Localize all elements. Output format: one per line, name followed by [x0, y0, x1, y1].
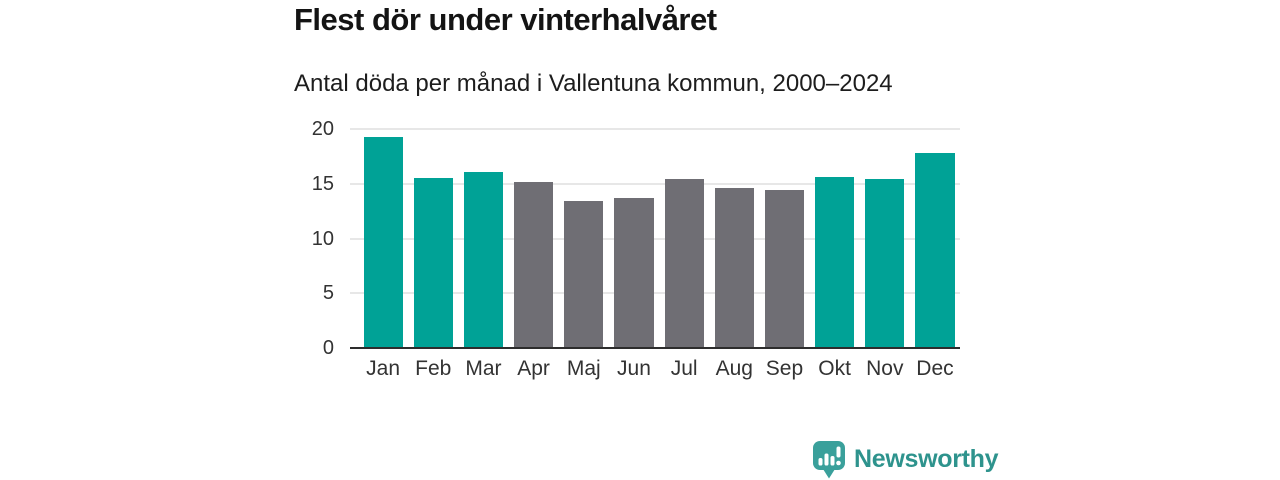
plot-area — [350, 128, 960, 349]
brand-logo: Newsworthy — [812, 440, 999, 479]
chart-subtitle: Antal döda per månad i Vallentuna kommun… — [294, 70, 893, 97]
bar-slot-nov — [860, 129, 910, 348]
bar-okt — [815, 177, 855, 348]
x-tick-label-mar: Mar — [465, 357, 502, 380]
bar-jun — [614, 198, 654, 348]
bar-apr — [514, 181, 554, 348]
bar-slot-aug — [709, 129, 759, 348]
bar-slot-apr — [509, 129, 559, 348]
x-tick-label-jul: Jul — [670, 357, 698, 380]
x-tick-label-aug: Aug — [715, 357, 753, 380]
brand-name: Newsworthy — [854, 445, 999, 473]
bar-slot-jun — [609, 129, 659, 348]
gridline-5 — [350, 292, 960, 295]
bar-dec — [915, 153, 955, 348]
bars — [358, 129, 960, 348]
bar-slot-feb — [408, 129, 458, 348]
x-tick-label-maj: Maj — [566, 357, 601, 380]
bar-slot-okt — [810, 129, 860, 348]
y-tick-label-5: 5 — [322, 282, 334, 305]
x-axis-line — [350, 347, 960, 349]
bar-slot-sep — [759, 129, 809, 348]
gridline-10 — [350, 237, 960, 240]
x-axis-labels: Jan Feb Mar Apr Maj Jun Jul Aug Sep Okt Nov Dec — [358, 357, 960, 381]
x-tick-label-nov: Nov — [866, 357, 904, 380]
bar-nov — [865, 179, 905, 348]
bar-slot-maj — [559, 129, 609, 348]
bar-feb — [413, 178, 453, 348]
y-tick-label-0: 0 — [322, 337, 334, 359]
x-tick-label-jun: Jun — [617, 357, 651, 380]
x-tick-label-feb: Feb — [415, 357, 452, 380]
bar-slot-mar — [458, 129, 508, 348]
y-tick-label-10: 10 — [311, 227, 334, 250]
newsworthy-speech-bubble-bar-chart-icon — [813, 441, 845, 479]
y-tick-label-20: 20 — [311, 118, 334, 140]
x-tick-label-dec: Dec — [916, 357, 954, 380]
bar-slot-dec — [910, 129, 960, 348]
bar-mar — [463, 171, 503, 348]
gridline-15 — [350, 182, 960, 185]
x-tick-label-jan: Jan — [366, 357, 401, 380]
chart-title: Flest dör under vinterhalvåret — [294, 2, 717, 37]
gridline-20 — [350, 128, 960, 130]
bar-jul — [664, 179, 704, 348]
bar-maj — [564, 201, 604, 348]
x-tick-label-okt: Okt — [818, 357, 851, 380]
x-tick-label-sep: Sep — [765, 357, 804, 380]
bar-slot-jul — [659, 129, 709, 348]
y-axis: 0 5 10 15 20 — [296, 119, 346, 358]
bar-jan — [363, 136, 403, 348]
x-tick-label-apr: Apr — [517, 357, 550, 380]
bar-aug — [714, 188, 754, 348]
bar-slot-jan — [358, 129, 408, 348]
bar-sep — [764, 190, 805, 348]
y-tick-label-15: 15 — [311, 172, 334, 195]
